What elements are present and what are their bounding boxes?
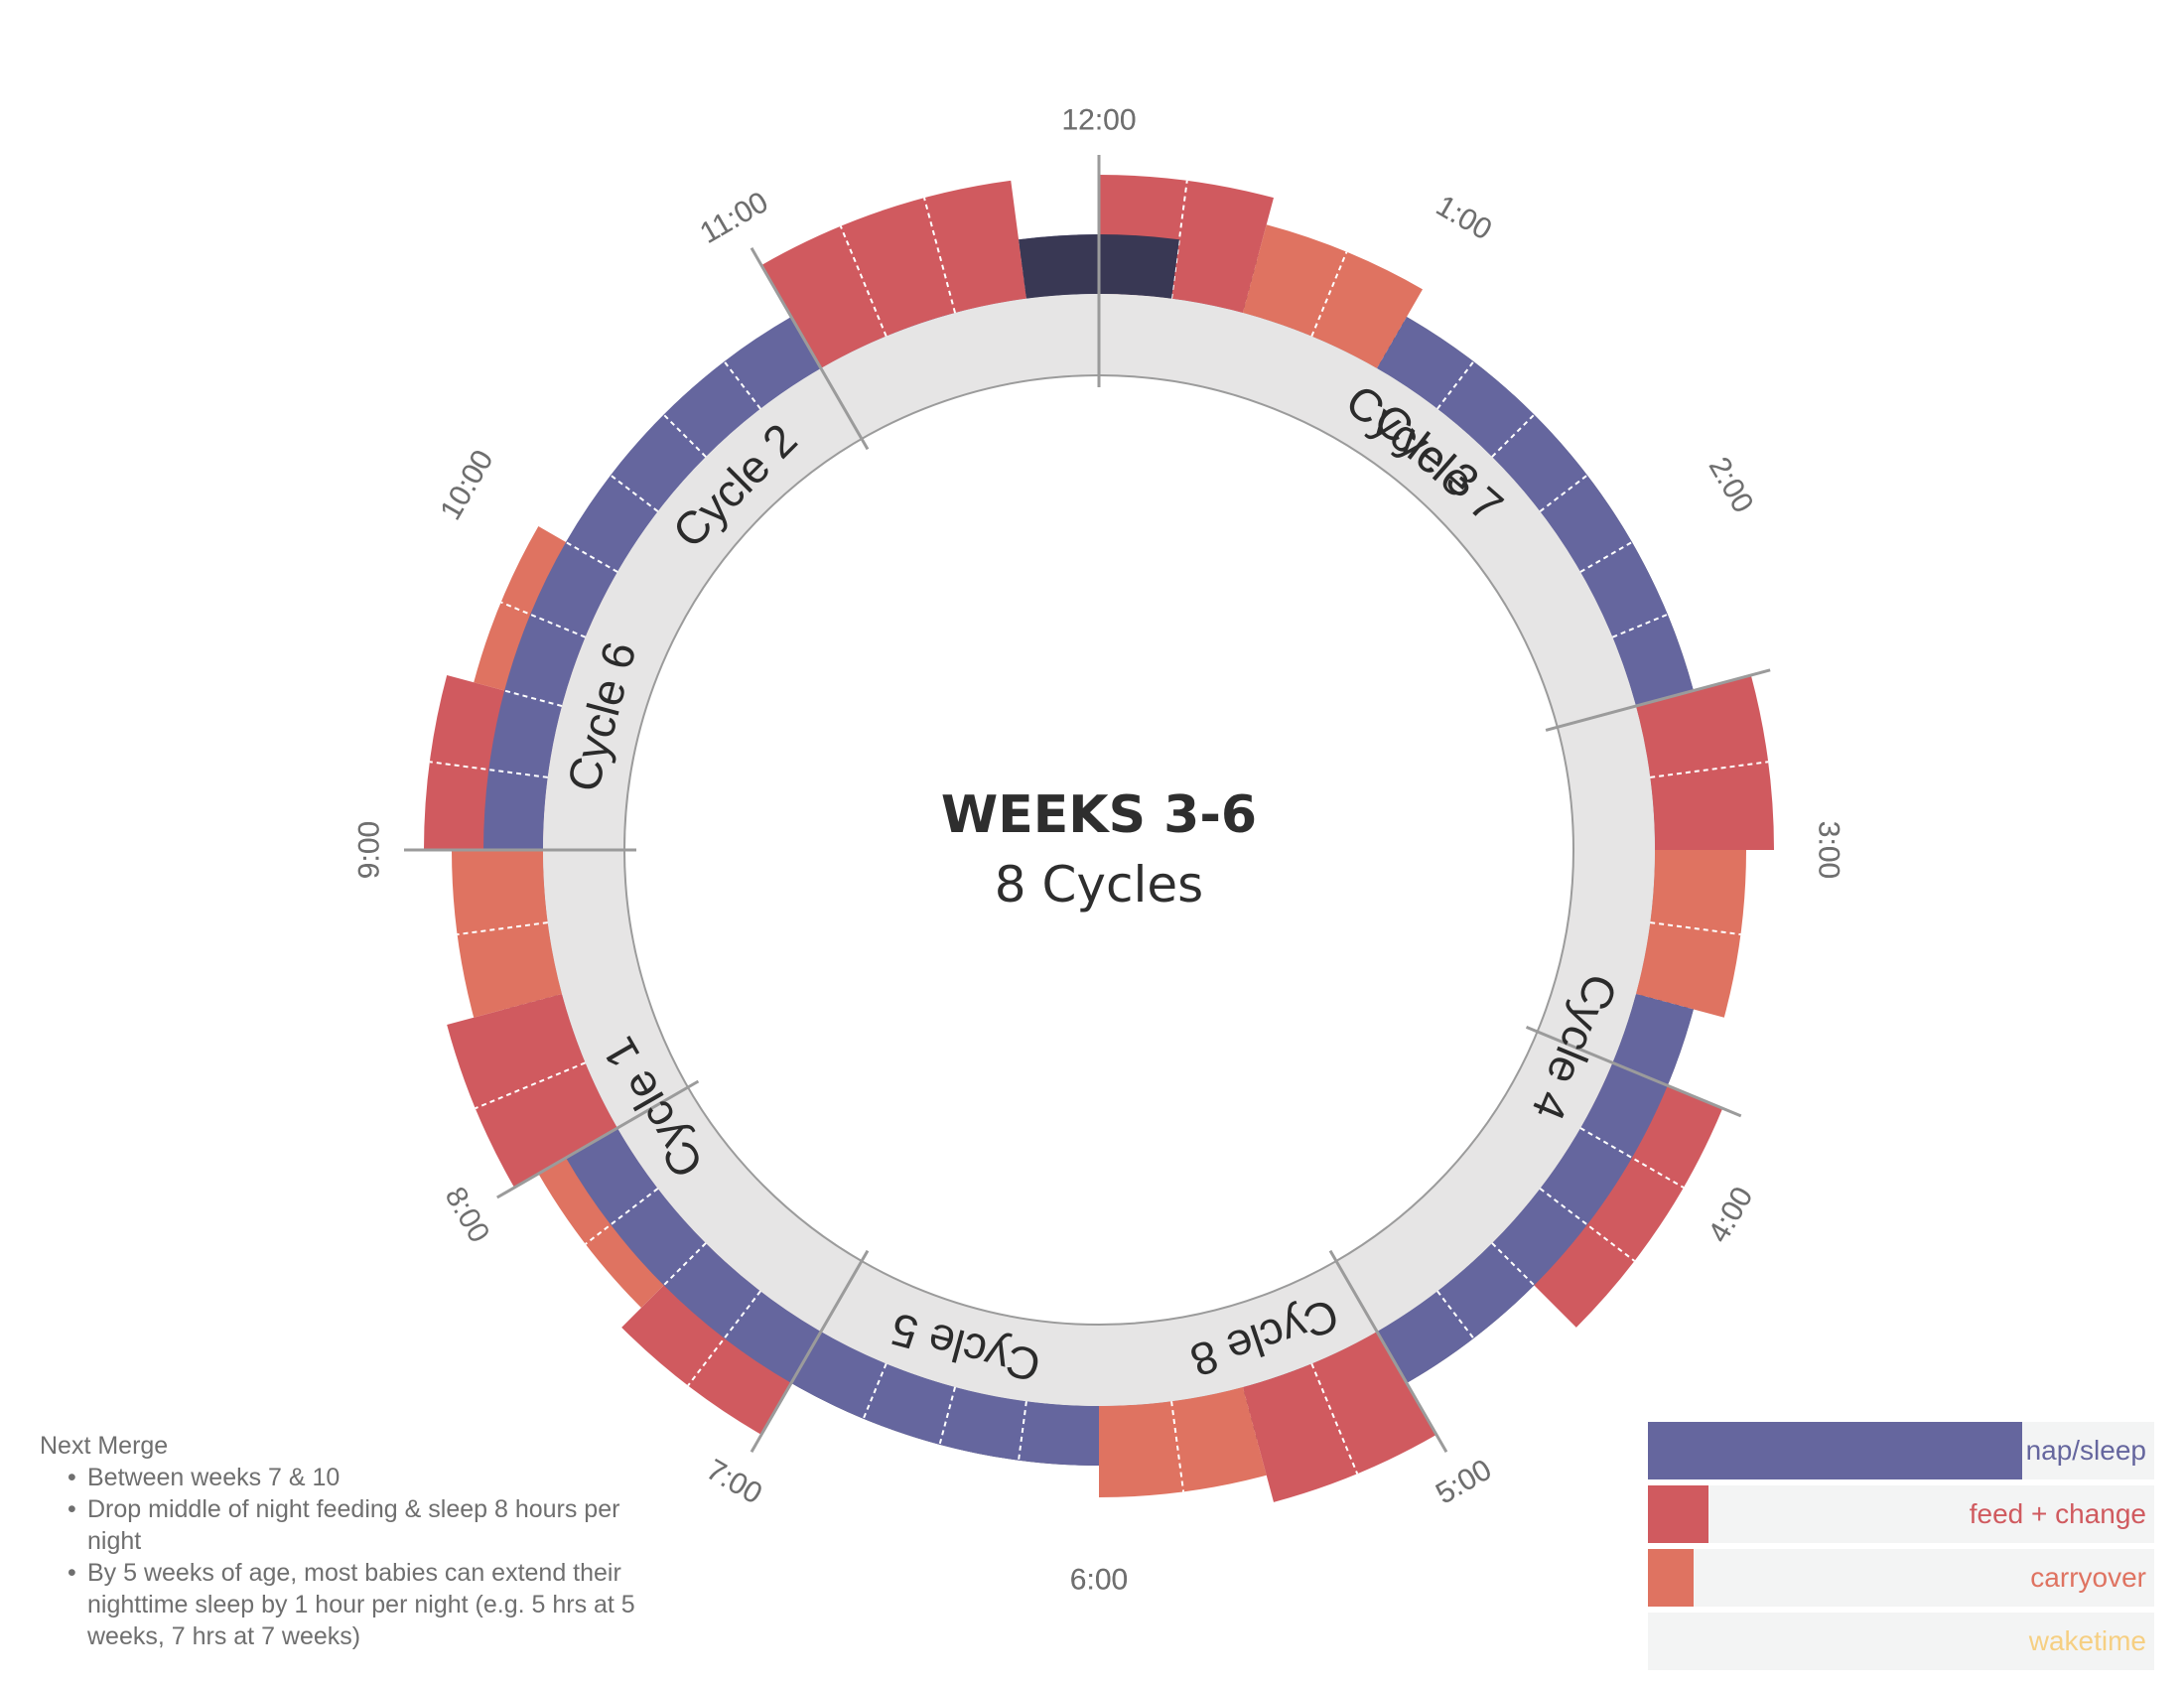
- segment-nap-sleep: [1377, 993, 1694, 1383]
- segment-divider: [1650, 761, 1769, 778]
- segment-divider: [839, 225, 887, 338]
- hour-label: 11:00: [695, 186, 774, 250]
- next-merge-notes: Next Merge Between weeks 7 & 10 Drop mid…: [40, 1430, 655, 1652]
- legend-swatch-feed-change: [1648, 1485, 1709, 1543]
- center-title: WEEKS 3-6: [941, 785, 1257, 845]
- segment-nap-sleep: [483, 317, 821, 851]
- segment-divider: [503, 689, 563, 708]
- legend-label-carryover: carryover: [2030, 1562, 2146, 1593]
- legend: nap/sleep feed + change carryover waketi…: [1648, 1422, 2154, 1676]
- legend-swatch-carryover: [1648, 1549, 1694, 1607]
- segment-carryover: [452, 850, 563, 1018]
- segment-nap-sleep: [566, 1128, 1099, 1466]
- notes-list: Between weeks 7 & 10 Drop middle of nigh…: [40, 1462, 655, 1652]
- notes-title: Next Merge: [40, 1432, 169, 1460]
- segment-divider: [475, 1061, 587, 1110]
- schedule-segments: [424, 175, 1774, 1502]
- segment-divider: [610, 474, 659, 512]
- legend-row-feed-change: feed + change: [1648, 1485, 2154, 1543]
- segment-divider: [1491, 1242, 1536, 1287]
- segment-feed-change: [1242, 1331, 1436, 1502]
- hour-label: 3:00: [1813, 821, 1845, 879]
- hour-label: 1:00: [1431, 190, 1497, 247]
- segment-divider: [1436, 1290, 1475, 1339]
- segment-feed-change: [761, 180, 1026, 369]
- cycle-boundary-line: [750, 1249, 870, 1453]
- hour-label: 5:00: [1431, 1454, 1497, 1511]
- hour-label: 10:00: [434, 445, 499, 526]
- hour-label: 6:00: [1070, 1564, 1128, 1597]
- segment-divider: [565, 541, 618, 573]
- segment-divider: [1310, 1362, 1359, 1475]
- segment-divider: [457, 921, 548, 936]
- segment-feed-change: [447, 993, 618, 1188]
- segment-divider: [1579, 541, 1633, 573]
- cycle-boundary-line: [1525, 1025, 1742, 1118]
- legend-swatch-nap-sleep: [1648, 1422, 2023, 1479]
- hour-label: 9:00: [353, 821, 386, 879]
- segment-divider: [662, 1242, 707, 1287]
- hour-label: 7:00: [701, 1454, 767, 1511]
- legend-row-waketime: waketime: [1648, 1613, 2154, 1670]
- legend-label-waketime: waketime: [2028, 1625, 2146, 1656]
- segment-carryover: [1242, 224, 1423, 369]
- hour-label: 12:00: [1061, 104, 1136, 137]
- hour-label: 8:00: [439, 1182, 496, 1248]
- segment-divider: [1650, 921, 1741, 936]
- legend-row-nap-sleep: nap/sleep: [1648, 1422, 2154, 1479]
- hour-label: 12:00: [1061, 104, 1136, 137]
- segment-divider: [1579, 1127, 1633, 1159]
- hour-label: 9:00: [353, 821, 386, 879]
- segment-divider: [529, 613, 587, 638]
- notes-item: Between weeks 7 & 10: [68, 1462, 655, 1493]
- segment-divider: [862, 1362, 887, 1420]
- cycle-ring: [404, 155, 1771, 1453]
- segment-divider: [723, 360, 761, 410]
- segment-divider: [1611, 613, 1669, 638]
- segment-carryover: [1099, 1386, 1267, 1497]
- segment-divider: [662, 413, 707, 458]
- cycle-ring-inner-edge: [623, 374, 1574, 1326]
- segment-divider: [723, 1290, 761, 1339]
- segment-divider: [1436, 360, 1475, 410]
- segment-divider: [1170, 1401, 1185, 1492]
- segment-divider: [938, 1386, 957, 1446]
- legend-label-feed-change: feed + change: [1969, 1498, 2146, 1529]
- segment-nap-sleep: [1377, 317, 1694, 707]
- hour-label: 2:00: [1703, 452, 1760, 518]
- segment-divider: [1018, 1401, 1027, 1461]
- hour-label: 4:00: [1703, 1182, 1760, 1248]
- cycle-boundary-line: [750, 247, 870, 451]
- legend-row-carryover: carryover: [1648, 1549, 2154, 1607]
- center-subtitle: 8 Cycles: [995, 856, 1203, 914]
- legend-label-nap-sleep: nap/sleep: [2025, 1435, 2146, 1466]
- segment-divider: [610, 1188, 659, 1226]
- cycle-boundary-line: [1545, 668, 1771, 732]
- segment-carryover: [1635, 850, 1746, 1018]
- segment-feed-change: [1635, 675, 1774, 850]
- segment-divider: [1539, 474, 1588, 512]
- notes-item: Drop middle of night feeding & sleep 8 h…: [68, 1493, 655, 1557]
- segment-divider: [923, 197, 957, 314]
- segment-divider: [1491, 413, 1536, 458]
- segment-divider: [488, 769, 548, 778]
- segment-divider: [1539, 1188, 1588, 1226]
- hour-label: 3:00: [1813, 821, 1845, 879]
- cycle-boundary-line: [496, 1079, 700, 1199]
- hour-label: 6:00: [1070, 1564, 1128, 1597]
- cycle-boundary-line: [1328, 1249, 1448, 1453]
- notes-item: By 5 weeks of age, most babies can exten…: [68, 1557, 655, 1652]
- segment-divider: [1310, 251, 1348, 338]
